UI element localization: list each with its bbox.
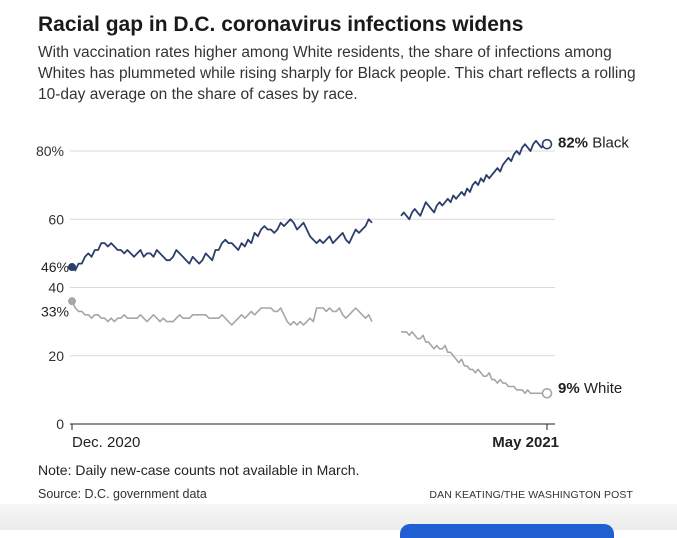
page-footer-button[interactable] xyxy=(400,524,614,538)
end-point-white xyxy=(541,387,553,399)
chart-subtitle: With vaccination rates higher among Whit… xyxy=(38,44,636,103)
end-label-black: 82% Black xyxy=(558,134,629,151)
start-label-black: 46% xyxy=(41,259,69,275)
start-point-white xyxy=(68,297,76,306)
y-tick-label: 0 xyxy=(56,416,64,432)
label-backing xyxy=(34,256,68,275)
y-tick-label: 80% xyxy=(36,143,64,159)
line-chart: 0 20 40 60 80% Dec. 2020 May 2021 46% 33% 82% Bla… xyxy=(34,134,629,451)
chart-credit: DAN KEATING/THE WASHINGTON POST xyxy=(429,489,633,501)
y-tick-label: 40 xyxy=(48,280,64,296)
chart-title: Racial gap in D.C. coronavirus infection… xyxy=(38,13,524,36)
chart-note: Note: Daily new-case counts not availabl… xyxy=(38,462,360,478)
end-point-black xyxy=(541,138,553,150)
chart-source: Source: D.C. government data xyxy=(38,487,207,501)
label-backing xyxy=(34,300,68,319)
series-line-white xyxy=(71,300,373,326)
end-label-white: 9% White xyxy=(558,380,622,397)
series-line-black xyxy=(71,218,373,272)
series-line-white xyxy=(401,331,547,395)
x-tick-label: Dec. 2020 xyxy=(72,434,140,451)
y-tick-label: 20 xyxy=(48,348,64,364)
y-tick-label: 60 xyxy=(48,211,64,227)
start-label-white: 33% xyxy=(41,303,69,319)
x-tick-label: May 2021 xyxy=(492,434,559,451)
series-line-black xyxy=(400,139,547,221)
start-point-black xyxy=(68,263,76,272)
